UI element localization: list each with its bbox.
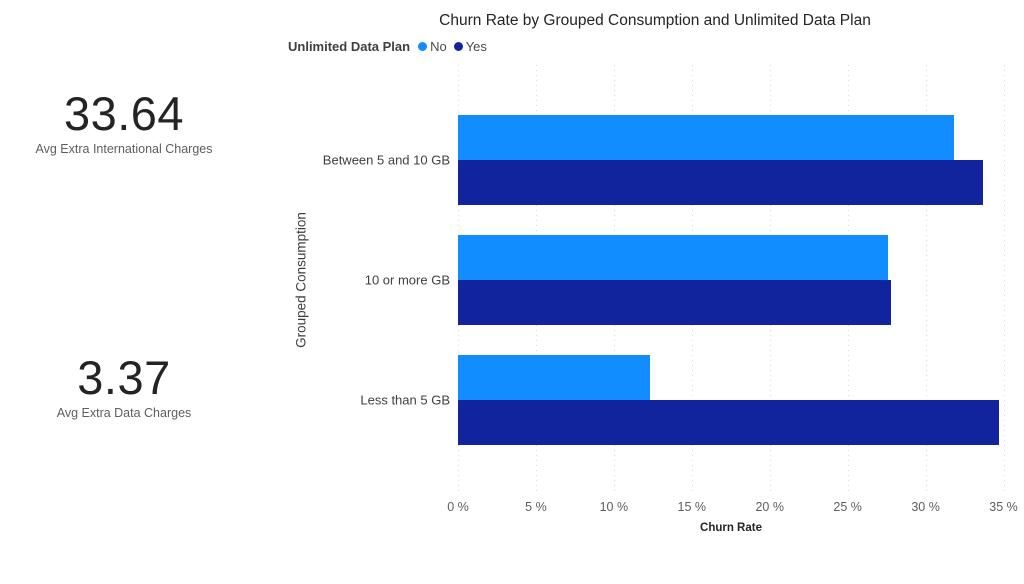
- category-label: Less than 5 GB: [360, 392, 450, 408]
- bar-yes-1[interactable]: [458, 160, 984, 205]
- legend-item-yes[interactable]: Yes: [453, 39, 487, 54]
- x-axis-tick-label: 15 %: [677, 500, 707, 514]
- chart-title: Churn Rate by Grouped Consumption and Un…: [439, 12, 871, 29]
- y-axis-title: Grouped Consumption: [293, 212, 309, 348]
- kpi-label: Avg Extra Data Charges: [56, 406, 192, 420]
- kpi-card-avg-extra-data-charges: 3.37 Avg Extra Data Charges: [4, 351, 244, 421]
- gridline: [925, 65, 927, 495]
- kpi-value: 33.64: [63, 87, 185, 140]
- x-axis-tick-label: 20 %: [755, 500, 784, 514]
- x-axis-tick-label: 35 %: [989, 500, 1018, 514]
- x-axis-tick-label: 10 %: [599, 500, 629, 514]
- x-axis-tick-label: 5 %: [525, 500, 547, 514]
- legend-dot-no-icon: [418, 42, 428, 51]
- bar-yes-2[interactable]: [458, 280, 892, 325]
- bar-yes-3[interactable]: [458, 400, 999, 445]
- x-axis-title: Churn Rate: [700, 522, 762, 534]
- chart-legend: Unlimited Data Plan No Yes: [288, 39, 494, 54]
- x-axis-tick-label: 0 %: [447, 500, 469, 514]
- bar-no-3[interactable]: [458, 355, 650, 400]
- legend-title: Unlimited Data Plan: [288, 39, 411, 54]
- x-axis-tick-label: 25 %: [833, 500, 862, 514]
- legend-item-no[interactable]: No: [418, 39, 447, 54]
- kpi-value: 3.37: [77, 351, 171, 404]
- bar-no-2[interactable]: [458, 235, 889, 280]
- category-label: Between 5 and 10 GB: [322, 152, 450, 168]
- x-axis-tick-label: 30 %: [911, 500, 940, 514]
- kpi-card-avg-extra-international-charges: 33.64 Avg Extra International Charges: [4, 87, 244, 157]
- category-label: 10 or more GB: [364, 272, 450, 288]
- legend-item-label: No: [430, 39, 447, 54]
- kpi-label: Avg Extra International Charges: [35, 142, 213, 156]
- bar-no-1[interactable]: [458, 115, 954, 160]
- legend-dot-yes-icon: [453, 42, 463, 51]
- gridline: [1003, 65, 1005, 495]
- legend-item-label: Yes: [465, 39, 487, 54]
